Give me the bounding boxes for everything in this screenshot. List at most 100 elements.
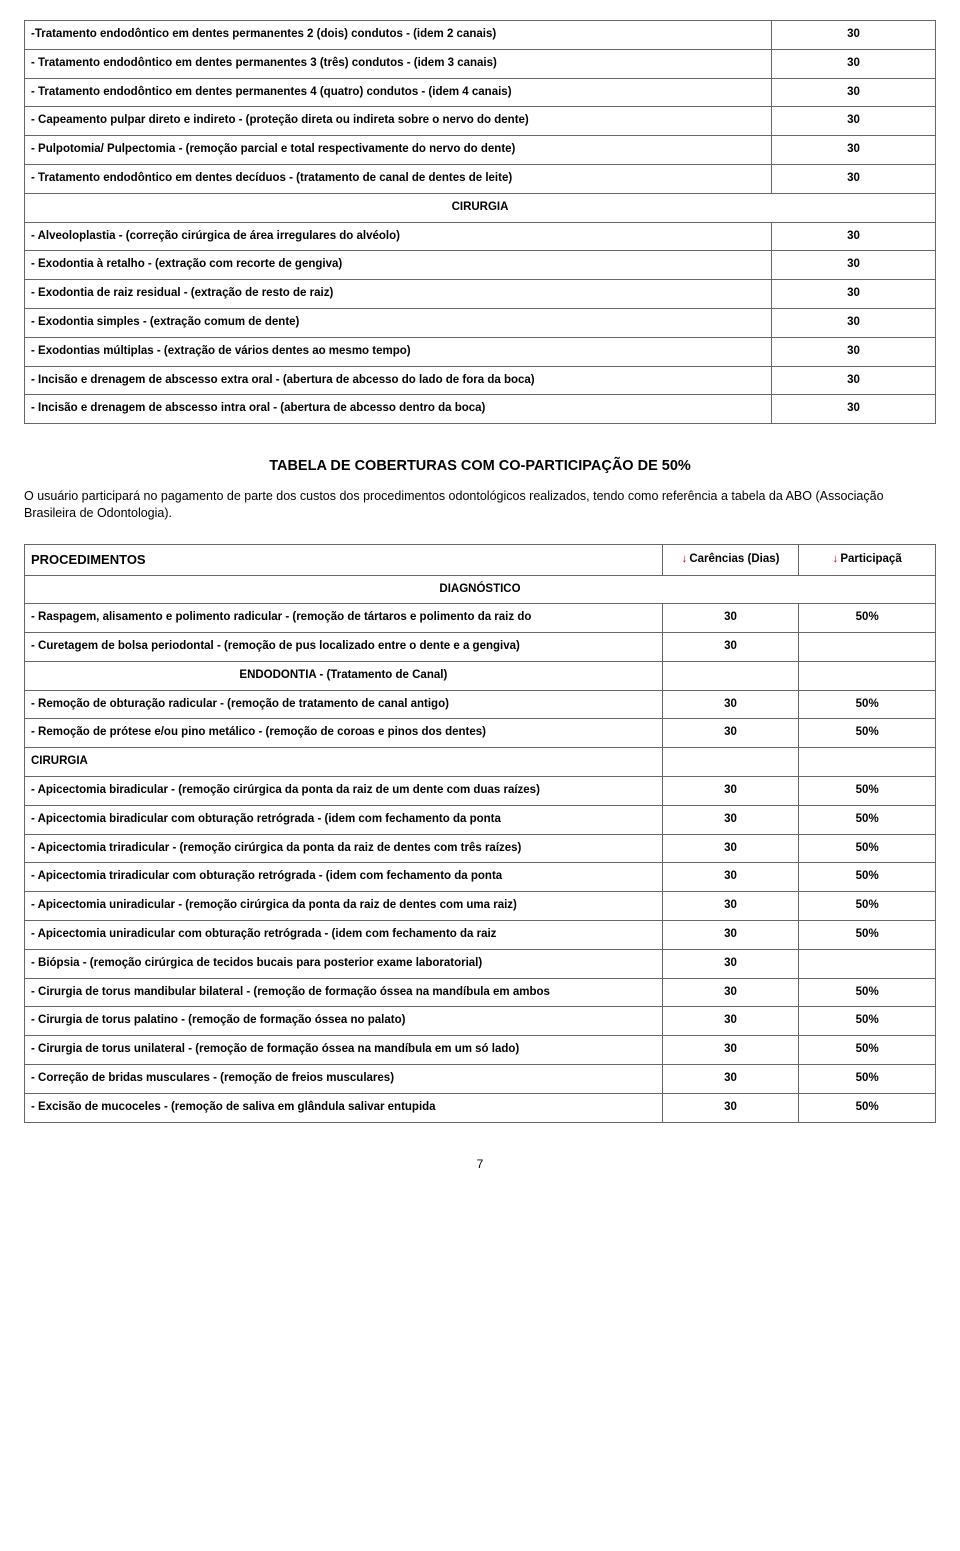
- table-row: - Incisão e drenagem de abscesso extra o…: [25, 366, 936, 395]
- proc-label: - Apicectomia triradicular - (remoção ci…: [25, 834, 663, 863]
- carencia-value: 30: [662, 978, 799, 1007]
- proc-value: 30: [772, 308, 936, 337]
- table-row: - Exodontia simples - (extração comum de…: [25, 308, 936, 337]
- proc-label: - Apicectomia biradicular com obturação …: [25, 805, 663, 834]
- table-row: - Correção de bridas musculares - (remoç…: [25, 1065, 936, 1094]
- carencia-value: 30: [662, 921, 799, 950]
- participacao-value: 50%: [799, 921, 936, 950]
- carencia-value: 30: [662, 863, 799, 892]
- carencia-value: 30: [662, 834, 799, 863]
- proc-label: -Tratamento endodôntico em dentes perman…: [25, 21, 772, 50]
- proc-label: - Apicectomia triradicular com obturação…: [25, 863, 663, 892]
- proc-label: - Remoção de prótese e/ou pino metálico …: [25, 719, 663, 748]
- proc-label: - Exodontia simples - (extração comum de…: [25, 308, 772, 337]
- carencia-value: 30: [662, 690, 799, 719]
- table-row: - Exodontia de raiz residual - (extração…: [25, 280, 936, 309]
- table-row: - Apicectomia triradicular - (remoção ci…: [25, 834, 936, 863]
- proc-label: - Alveoloplastia - (correção cirúrgica d…: [25, 222, 772, 251]
- carencia-value: 30: [662, 719, 799, 748]
- table-row: -Tratamento endodôntico em dentes perman…: [25, 21, 936, 50]
- participacao-value: 50%: [799, 777, 936, 806]
- proc-label: - Correção de bridas musculares - (remoç…: [25, 1065, 663, 1094]
- proc-value: 30: [772, 49, 936, 78]
- participacao-value: [799, 748, 936, 777]
- proc-label: - Cirurgia de torus unilateral - (remoçã…: [25, 1036, 663, 1065]
- proc-label: CIRURGIA: [25, 748, 663, 777]
- table-row: - Excisão de mucoceles - (remoção de sal…: [25, 1093, 936, 1122]
- proc-value: 30: [772, 251, 936, 280]
- proc-label: - Raspagem, alisamento e polimento radic…: [25, 604, 663, 633]
- table-row: CIRURGIA: [25, 193, 936, 222]
- proc-label: - Apicectomia uniradicular - (remoção ci…: [25, 892, 663, 921]
- proc-label: - Cirurgia de torus mandibular bilateral…: [25, 978, 663, 1007]
- participacao-value: 50%: [799, 1093, 936, 1122]
- table-row: - Cirurgia de torus palatino - (remoção …: [25, 1007, 936, 1036]
- proc-value: 30: [772, 222, 936, 251]
- empty-cell: [662, 661, 799, 690]
- carencia-value: 30: [662, 633, 799, 662]
- cirurgia-header: CIRURGIA: [25, 193, 936, 222]
- proc-label: - Remoção de obturação radicular - (remo…: [25, 690, 663, 719]
- participacao-value: 50%: [799, 978, 936, 1007]
- table-row: CIRURGIA: [25, 748, 936, 777]
- proc-label: - Apicectomia uniradicular com obturação…: [25, 921, 663, 950]
- proc-label: - Apicectomia biradicular - (remoção cir…: [25, 777, 663, 806]
- proc-value: 30: [772, 78, 936, 107]
- table-row: - Pulpotomia/ Pulpectomia - (remoção par…: [25, 136, 936, 165]
- carencia-value: 30: [662, 1065, 799, 1094]
- proc-label: - Capeamento pulpar direto e indireto - …: [25, 107, 772, 136]
- table-row: - Raspagem, alisamento e polimento radic…: [25, 604, 936, 633]
- participacao-value: 50%: [799, 719, 936, 748]
- proc-label: - Curetagem de bolsa periodontal - (remo…: [25, 633, 663, 662]
- table-row: - Exodontias múltiplas - (extração de vá…: [25, 337, 936, 366]
- table-header-row: PROCEDIMENTOSCarências (Dias)Participaçã: [25, 544, 936, 575]
- participacao-value: 50%: [799, 863, 936, 892]
- table-row: - Exodontia à retalho - (extração com re…: [25, 251, 936, 280]
- table-row: - Apicectomia uniradicular com obturação…: [25, 921, 936, 950]
- participacao-value: [799, 633, 936, 662]
- proc-value: 30: [772, 21, 936, 50]
- carencia-value: 30: [662, 604, 799, 633]
- participacao-value: 50%: [799, 892, 936, 921]
- participacao-value: 50%: [799, 1065, 936, 1094]
- carencia-value: 30: [662, 1007, 799, 1036]
- participacao-value: 50%: [799, 604, 936, 633]
- table-row: ENDODONTIA - (Tratamento de Canal): [25, 661, 936, 690]
- section-title: TABELA DE COBERTURAS COM CO-PARTICIPAÇÃO…: [24, 458, 936, 474]
- table-row: - Tratamento endodôntico em dentes decíd…: [25, 164, 936, 193]
- proc-label: - Exodontias múltiplas - (extração de vá…: [25, 337, 772, 366]
- participacao-value: 50%: [799, 1007, 936, 1036]
- proc-label: - Pulpotomia/ Pulpectomia - (remoção par…: [25, 136, 772, 165]
- table-row: - Remoção de prótese e/ou pino metálico …: [25, 719, 936, 748]
- section-body-text: O usuário participará no pagamento de pa…: [24, 488, 936, 522]
- participacao-value: [799, 949, 936, 978]
- carencia-value: 30: [662, 892, 799, 921]
- col-participacao: Participaçã: [799, 544, 936, 575]
- table-row: - Apicectomia biradicular - (remoção cir…: [25, 777, 936, 806]
- participacao-value: 50%: [799, 690, 936, 719]
- proc-label: - Biópsia - (remoção cirúrgica de tecido…: [25, 949, 663, 978]
- table-row: - Cirurgia de torus mandibular bilateral…: [25, 978, 936, 1007]
- participacao-value: 50%: [799, 834, 936, 863]
- proc-label: - Tratamento endodôntico em dentes perma…: [25, 49, 772, 78]
- participacao-value: 50%: [799, 805, 936, 834]
- carencia-value: 30: [662, 1036, 799, 1065]
- table-row: - Capeamento pulpar direto e indireto - …: [25, 107, 936, 136]
- proc-label: - Incisão e drenagem de abscesso intra o…: [25, 395, 772, 424]
- proc-label: - Exodontia de raiz residual - (extração…: [25, 280, 772, 309]
- proc-value: 30: [772, 337, 936, 366]
- table-row: - Alveoloplastia - (correção cirúrgica d…: [25, 222, 936, 251]
- participacao-value: 50%: [799, 1036, 936, 1065]
- proc-value: 30: [772, 164, 936, 193]
- carencia-value: 30: [662, 777, 799, 806]
- table-row: - Apicectomia triradicular com obturação…: [25, 863, 936, 892]
- carencia-value: [662, 748, 799, 777]
- table-row: - Biópsia - (remoção cirúrgica de tecido…: [25, 949, 936, 978]
- carencia-value: 30: [662, 1093, 799, 1122]
- table-row: - Tratamento endodôntico em dentes perma…: [25, 78, 936, 107]
- proc-value: 30: [772, 395, 936, 424]
- table-row: - Apicectomia biradicular com obturação …: [25, 805, 936, 834]
- proc-label: - Tratamento endodôntico em dentes decíd…: [25, 164, 772, 193]
- proc-value: 30: [772, 280, 936, 309]
- table-row: - Remoção de obturação radicular - (remo…: [25, 690, 936, 719]
